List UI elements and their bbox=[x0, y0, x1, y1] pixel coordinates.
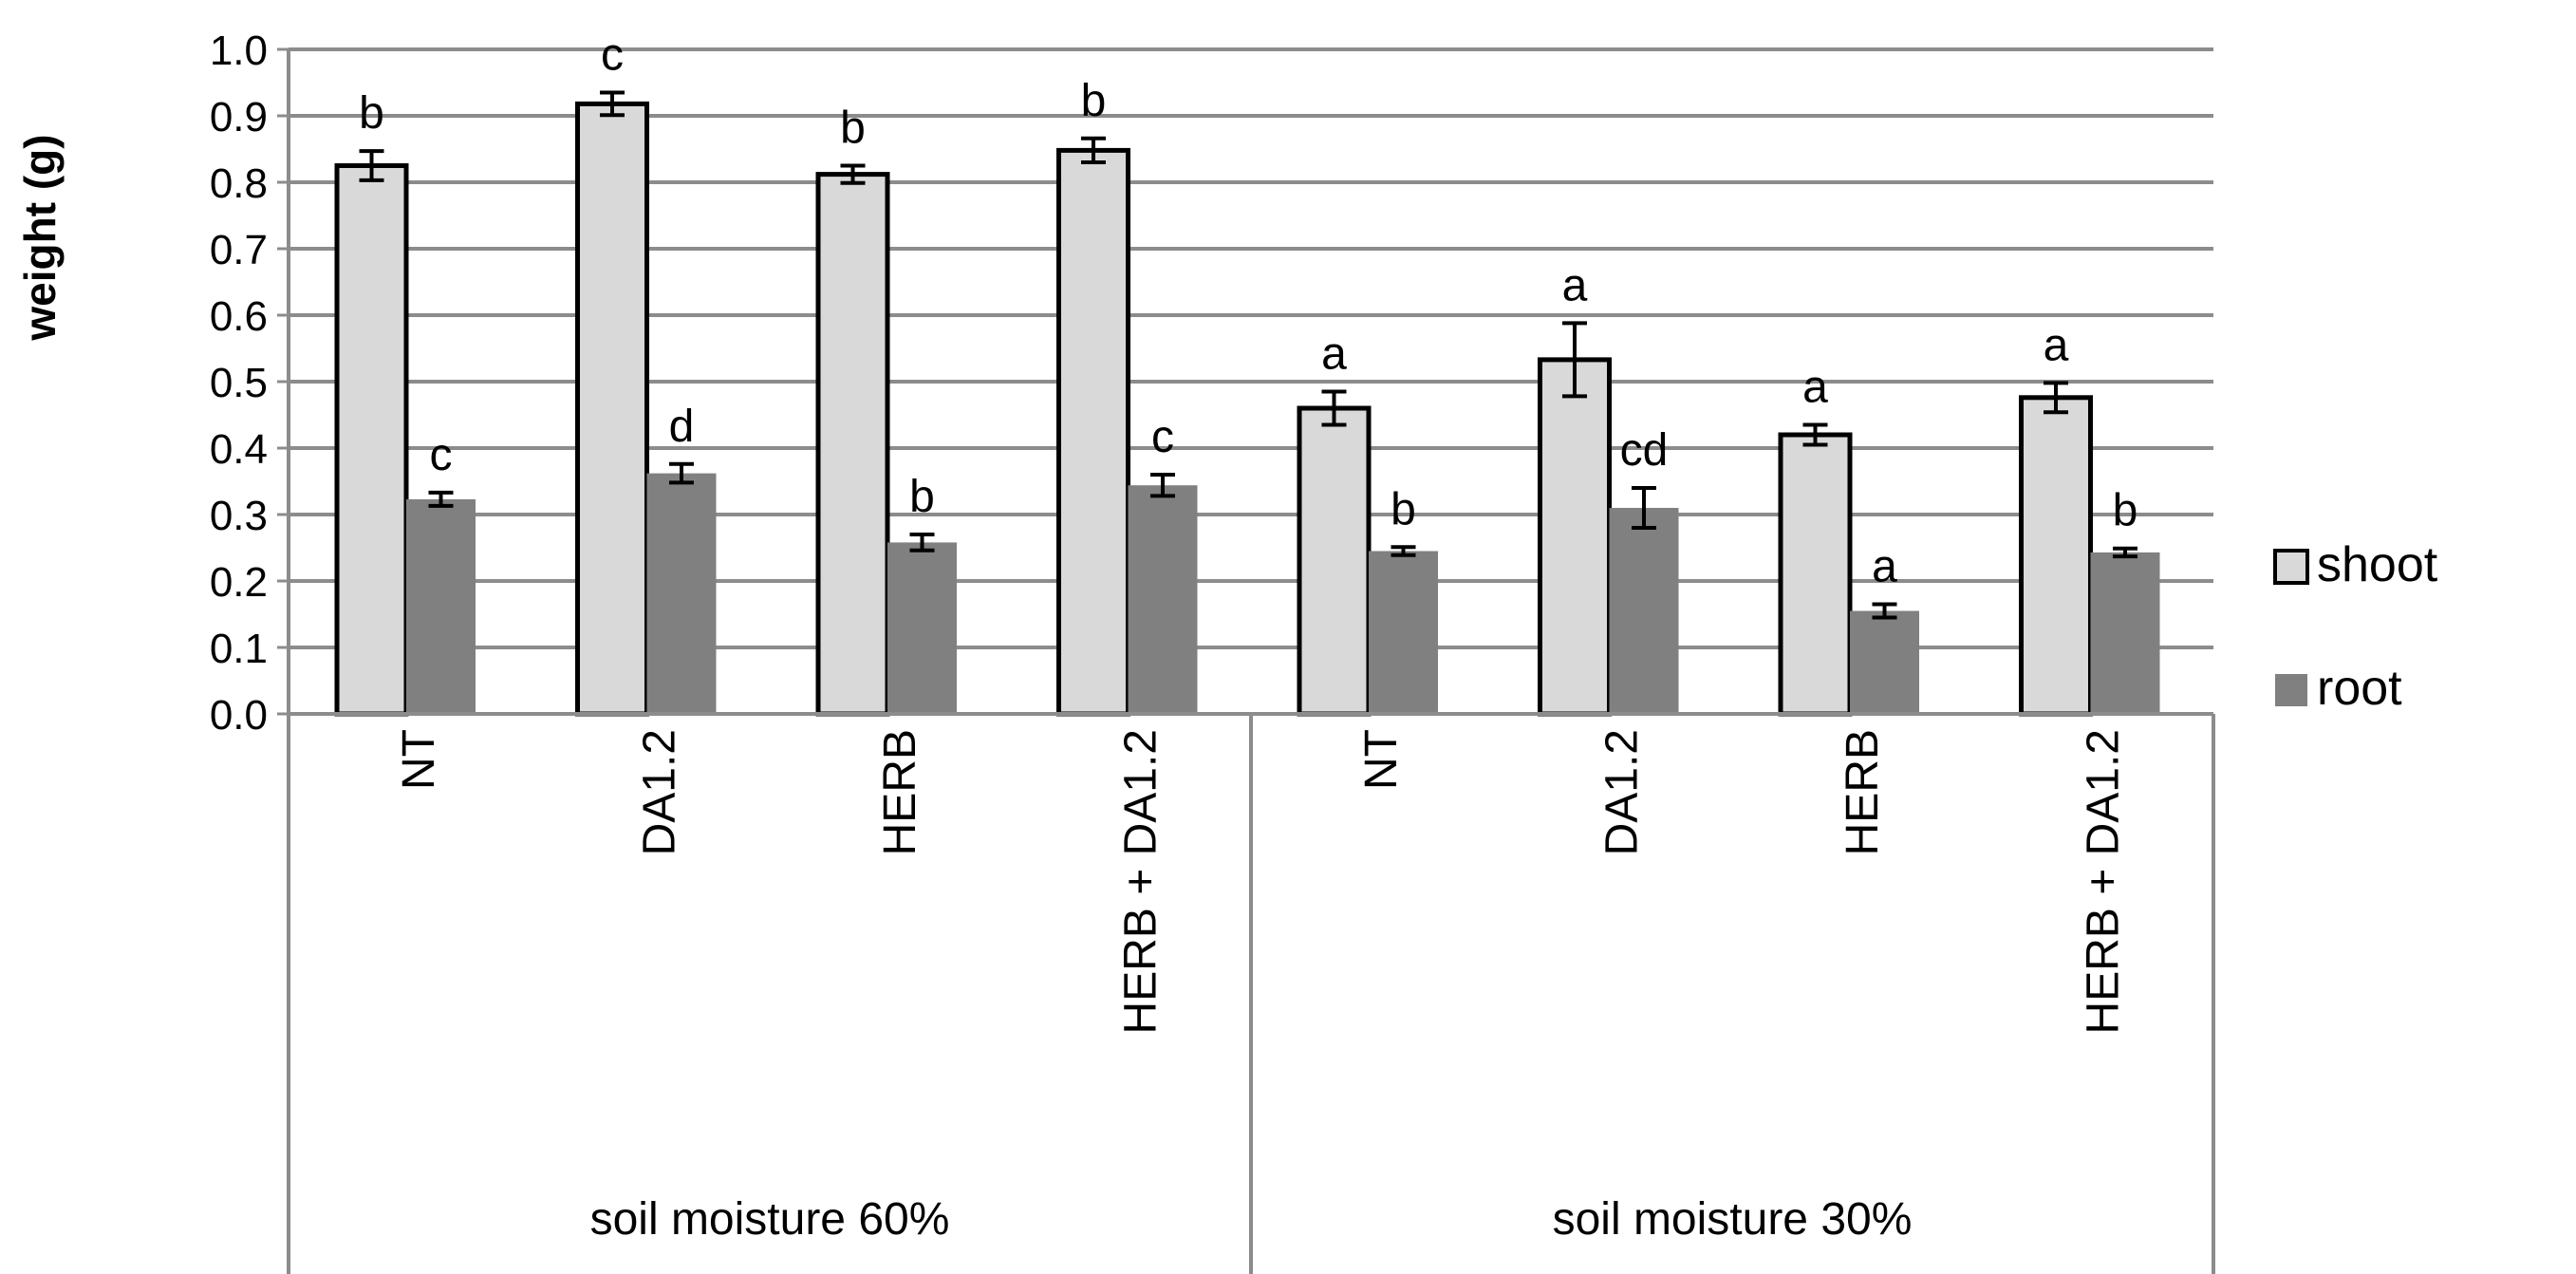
significance-letter: a bbox=[1802, 363, 1828, 413]
x-category-label: DA1.2 bbox=[1596, 729, 1647, 855]
significance-letter: cd bbox=[1620, 425, 1669, 476]
bar-shoot bbox=[2019, 395, 2093, 717]
bar-shoot bbox=[1538, 357, 1612, 717]
legend: shoot root bbox=[2273, 537, 2438, 716]
group-labels: soil moisture 60% soil moisture 30% bbox=[590, 1194, 1913, 1245]
x-category-label: NT bbox=[1356, 729, 1407, 790]
significance-letter: b bbox=[1391, 484, 1416, 534]
y-tick-label: 1.0 bbox=[210, 28, 268, 74]
y-axis-label: weight (g) bbox=[15, 134, 65, 341]
legend-swatch-shoot bbox=[2273, 549, 2309, 585]
legend-label-shoot: shoot bbox=[2317, 537, 2438, 592]
significance-letter: d bbox=[669, 402, 695, 452]
bar-root bbox=[1369, 551, 1438, 714]
x-category-label: HERB + DA1.2 bbox=[1115, 729, 1166, 1034]
y-tick-label: 0.3 bbox=[210, 493, 268, 539]
bar-root bbox=[1850, 610, 1919, 714]
significance-letter: b bbox=[840, 103, 866, 154]
significance-letter: c bbox=[1151, 412, 1174, 462]
bar-root bbox=[1609, 508, 1679, 714]
x-category-label: HERB + DA1.2 bbox=[2078, 729, 2128, 1034]
significance-letter: b bbox=[2113, 486, 2138, 536]
x-category-label: HERB bbox=[875, 729, 925, 855]
y-tick-label: 0.0 bbox=[210, 692, 268, 739]
significance-letter: b bbox=[1081, 76, 1107, 126]
bar-root bbox=[406, 498, 476, 714]
legend-swatch-root bbox=[2275, 674, 2307, 706]
y-tick-label: 0.8 bbox=[210, 160, 268, 207]
x-category-label: NT bbox=[394, 729, 444, 790]
bar-root bbox=[2090, 552, 2160, 714]
bar-root bbox=[1128, 485, 1198, 714]
significance-letter: a bbox=[2044, 320, 2069, 370]
significance-letter: a bbox=[1872, 542, 1897, 592]
y-tick-label: 0.6 bbox=[210, 293, 268, 340]
bar-shoot bbox=[1297, 405, 1372, 717]
x-category-label: DA1.2 bbox=[634, 729, 684, 855]
significance-letter: a bbox=[1562, 260, 1588, 310]
y-tick-label: 0.5 bbox=[210, 360, 268, 406]
y-tick-label: 0.9 bbox=[210, 94, 268, 141]
y-tick-label: 0.1 bbox=[210, 626, 268, 672]
bar-root bbox=[887, 542, 957, 714]
significance-letter: a bbox=[1321, 329, 1347, 380]
y-tick-label: 0.7 bbox=[210, 227, 268, 273]
bar-shoot bbox=[1778, 432, 1853, 717]
bar-shoot bbox=[575, 101, 649, 717]
y-tick-label: 0.2 bbox=[210, 559, 268, 606]
significance-letter: b bbox=[909, 472, 935, 522]
y-tick-labels: 0.0 0.1 0.2 0.3 0.4 0.5 0.6 0.7 0.8 0.9 1.0 bbox=[210, 28, 268, 739]
bar-shoot bbox=[334, 163, 409, 717]
group-label: soil moisture 60% bbox=[590, 1194, 950, 1245]
significance-letter: c bbox=[601, 30, 624, 81]
group-label: soil moisture 30% bbox=[1553, 1194, 1913, 1245]
significance-letter: b bbox=[359, 88, 384, 139]
legend-label-root: root bbox=[2317, 661, 2402, 716]
bar-shoot bbox=[815, 172, 890, 717]
y-tick-label: 0.4 bbox=[210, 426, 268, 473]
axes bbox=[277, 47, 2215, 1274]
x-category-labels: NT DA1.2 HERB HERB + DA1.2 NT DA1.2 HERB HERB +… bbox=[394, 729, 2129, 1034]
x-category-label: HERB bbox=[1838, 729, 1888, 855]
bar-root bbox=[646, 473, 717, 714]
bar-shoot bbox=[1056, 147, 1130, 717]
significance-letter: c bbox=[430, 430, 453, 480]
